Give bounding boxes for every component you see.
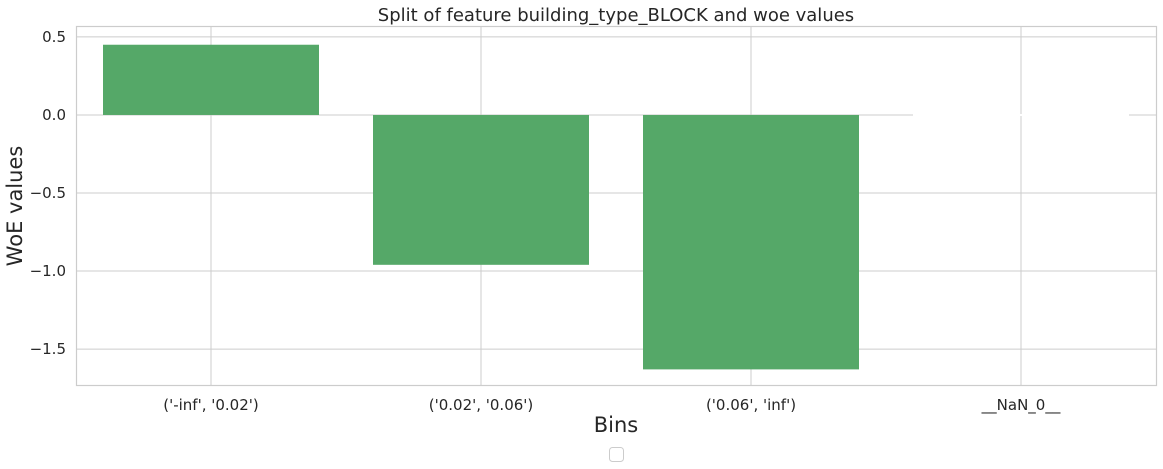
bars xyxy=(103,44,1129,370)
x-tick-labels: ('-inf', '0.02') ('0.02', '0.06') ('0.06',… xyxy=(163,396,1061,415)
x-tick-label: __NaN_0__ xyxy=(981,396,1061,415)
y-axis-label: WoE values xyxy=(3,146,27,267)
bar-1 xyxy=(373,114,589,265)
x-axis-label: Bins xyxy=(594,413,639,437)
y-tick-label: −0.5 xyxy=(30,184,66,202)
y-gridlines xyxy=(76,36,1156,350)
y-tick-label: −1.0 xyxy=(30,262,66,280)
y-tick-label: 0.0 xyxy=(42,106,66,124)
chart-title: Split of feature building_type_BLOCK and… xyxy=(378,5,854,26)
x-tick-label: ('0.02', '0.06') xyxy=(429,396,534,414)
y-tick-label: −1.5 xyxy=(30,340,66,358)
y-tick-label: 0.5 xyxy=(42,28,66,46)
legend-box xyxy=(609,447,624,462)
x-tick-label: ('-inf', '0.02') xyxy=(163,396,259,414)
plot-frame xyxy=(75,25,1158,387)
x-tick-label: ('0.06', 'inf') xyxy=(706,396,796,414)
y-tick-labels: 0.5 0.0 −0.5 −1.0 −1.5 xyxy=(30,28,66,358)
bar-2 xyxy=(643,114,859,370)
bar-0 xyxy=(103,44,319,115)
